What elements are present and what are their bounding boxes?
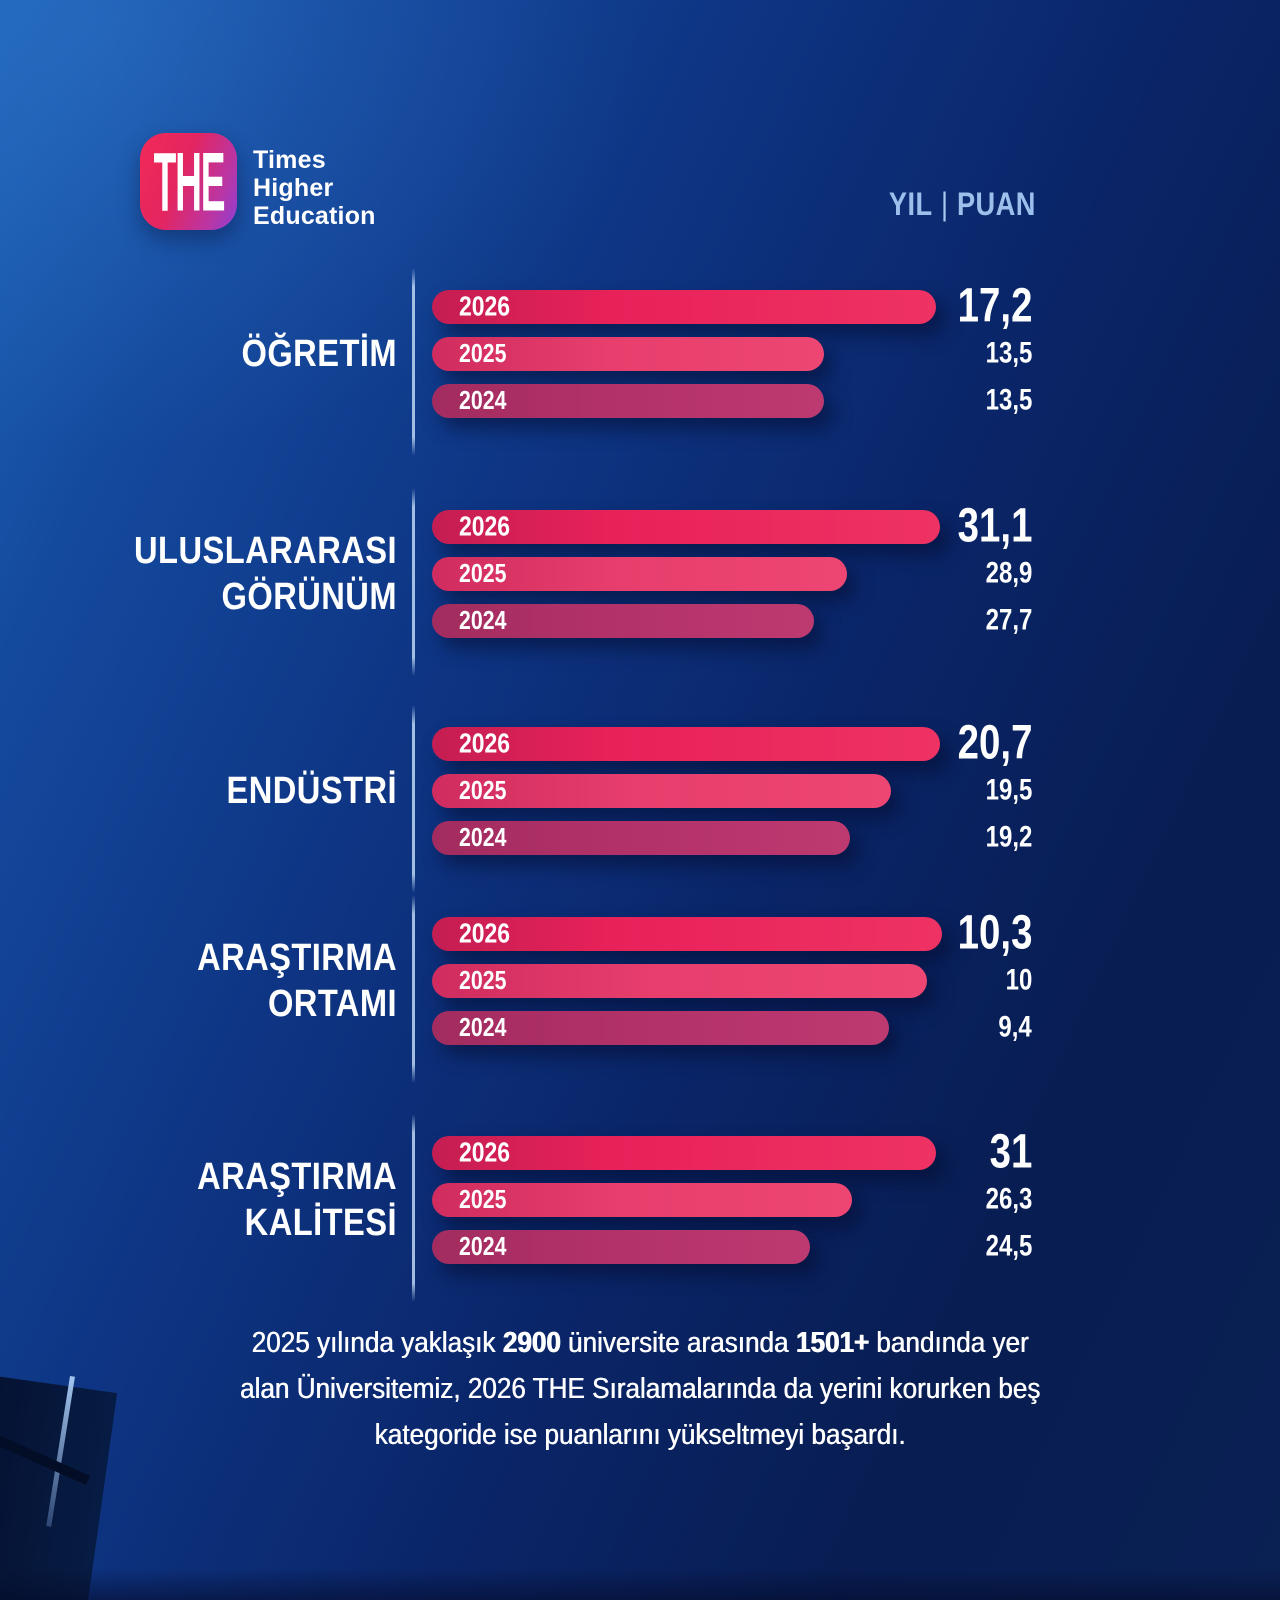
- score-value-2025: 19,5: [985, 773, 1032, 807]
- bottom-shade: [0, 1568, 1280, 1600]
- bar-row: 2024 24,5: [432, 1229, 1032, 1264]
- score-value-2025: 26,3: [985, 1182, 1032, 1216]
- score-value-2024: 27,7: [985, 603, 1032, 637]
- legend-year-label: YIL: [889, 186, 933, 222]
- bar-year-label: 2026: [459, 1136, 511, 1168]
- bar-row: 2025 26,3: [432, 1182, 1032, 1217]
- bar-year-label: 2024: [459, 1011, 507, 1042]
- section-divider-line: [412, 895, 415, 1083]
- score-value-2024: 9,4: [998, 1010, 1032, 1044]
- bar-row: 2024 9,4: [432, 1010, 1032, 1045]
- the-logo-text: THE: [153, 134, 225, 229]
- bar-2025: 2025: [432, 557, 847, 591]
- bar-2025: 2025: [432, 964, 927, 998]
- bar-row: 2024 19,2: [432, 820, 1032, 855]
- bar-year-label: 2024: [459, 821, 507, 852]
- bar-row: 2026 31: [432, 1125, 1032, 1178]
- bar-year-label: 2025: [459, 964, 507, 995]
- score-value-2025: 28,9: [985, 556, 1032, 590]
- legend-separator: |: [941, 186, 949, 222]
- category-section: ENDÜSTRİ 2026 20,7 2025 19,5 2024 19,2: [0, 694, 1280, 899]
- bar-2026: 2026: [432, 510, 940, 544]
- section-divider-line: [412, 705, 415, 893]
- bar-year-label: 2025: [459, 774, 507, 805]
- bar-row: 2026 17,2: [432, 279, 1032, 332]
- bar-row: 2026 10,3: [432, 906, 1032, 959]
- score-value-2026: 17,2: [957, 279, 1032, 333]
- bar-group: 2026 17,2 2025 13,5 2024 13,5: [432, 279, 1032, 431]
- bar-year-label: 2024: [459, 604, 507, 635]
- category-label: ENDÜSTRİ: [226, 770, 397, 812]
- bar-row: 2025 28,9: [432, 556, 1032, 591]
- category-label: ARAŞTIRMA ORTAMI: [197, 937, 397, 1025]
- brand-line: Education: [253, 202, 376, 230]
- legend-score-label: PUAN: [957, 186, 1036, 222]
- bar-2024: 2024: [432, 1230, 810, 1264]
- category-label: ULUSLARARASI GÖRÜNÜM: [134, 530, 397, 618]
- category-section: ARAŞTIRMA ORTAMI 2026 10,3 2025 10 2024 9,4: [0, 884, 1280, 1089]
- category-label: ARAŞTIRMA KALİTESİ: [197, 1156, 397, 1244]
- category-section: ULUSLARARASI GÖRÜNÜM 2026 31,1 2025 28,9 2024 2…: [0, 477, 1280, 682]
- footer-line-2: alan Üniversitemiz, 2026 THE Sıralamalar…: [239, 1373, 1041, 1405]
- monitor-silhouette: [0, 1370, 118, 1600]
- bar-row: 2026 31,1: [432, 499, 1032, 552]
- score-value-2024: 24,5: [985, 1229, 1032, 1263]
- bar-row: 2025 10: [432, 963, 1032, 998]
- bar-2024: 2024: [432, 821, 850, 855]
- footer-text: 2025 yılında yaklaşık 2900 üniversite ar…: [0, 1320, 1280, 1458]
- the-logo: THE: [140, 133, 237, 230]
- bar-year-label: 2024: [459, 384, 507, 415]
- bar-2024: 2024: [432, 384, 824, 418]
- bar-row: 2024 13,5: [432, 383, 1032, 418]
- score-value-2026: 20,7: [957, 716, 1032, 770]
- bar-2024: 2024: [432, 1011, 889, 1045]
- category-label: ÖĞRETİM: [241, 333, 397, 375]
- bar-2026: 2026: [432, 290, 936, 324]
- bar-year-label: 2026: [459, 917, 511, 949]
- bar-2026: 2026: [432, 917, 942, 951]
- score-value-2025: 13,5: [985, 336, 1032, 370]
- chart-legend: YIL | PUAN: [889, 186, 1036, 223]
- category-section: ARAŞTIRMA KALİTESİ 2026 31 2025 26,3 2024 24,5: [0, 1103, 1280, 1308]
- bar-group: 2026 31 2025 26,3 2024 24,5: [432, 1125, 1032, 1277]
- bar-year-label: 2025: [459, 1183, 507, 1214]
- bar-row: 2025 19,5: [432, 773, 1032, 808]
- bar-year-label: 2026: [459, 290, 511, 322]
- bar-group: 2026 10,3 2025 10 2024 9,4: [432, 906, 1032, 1058]
- category-section: ÖĞRETİM 2026 17,2 2025 13,5 2024 13,5: [0, 257, 1280, 462]
- section-divider-line: [412, 1114, 415, 1302]
- score-value-2024: 13,5: [985, 383, 1032, 417]
- score-value-2026: 31: [989, 1125, 1032, 1179]
- bar-year-label: 2026: [459, 727, 511, 759]
- bar-group: 2026 31,1 2025 28,9 2024 27,7: [432, 499, 1032, 651]
- section-divider-line: [412, 488, 415, 676]
- score-value-2026: 31,1: [957, 499, 1032, 553]
- bar-year-label: 2025: [459, 557, 507, 588]
- bar-year-label: 2026: [459, 510, 511, 542]
- bar-2026: 2026: [432, 1136, 936, 1170]
- bar-row: 2025 13,5: [432, 336, 1032, 371]
- brand-line: Higher: [253, 174, 334, 202]
- score-value-2026: 10,3: [957, 906, 1032, 960]
- bar-row: 2026 20,7: [432, 716, 1032, 769]
- bar-2025: 2025: [432, 774, 891, 808]
- score-value-2024: 19,2: [985, 820, 1032, 854]
- section-divider-line: [412, 268, 415, 456]
- bar-year-label: 2024: [459, 1230, 507, 1261]
- bar-2025: 2025: [432, 337, 824, 371]
- bar-year-label: 2025: [459, 337, 507, 368]
- bar-2025: 2025: [432, 1183, 852, 1217]
- bar-group: 2026 20,7 2025 19,5 2024 19,2: [432, 716, 1032, 868]
- bar-row: 2024 27,7: [432, 603, 1032, 638]
- footer-line-3: kategoride ise puanlarını yükseltmeyi ba…: [374, 1419, 906, 1451]
- brand-line: Times: [253, 146, 326, 174]
- bar-2024: 2024: [432, 604, 814, 638]
- footer-line-1: 2025 yılında yaklaşık 2900 üniversite ar…: [251, 1327, 1029, 1359]
- score-value-2025: 10: [1005, 963, 1032, 997]
- brand-name: Times Higher Education: [253, 146, 376, 230]
- bar-2026: 2026: [432, 727, 940, 761]
